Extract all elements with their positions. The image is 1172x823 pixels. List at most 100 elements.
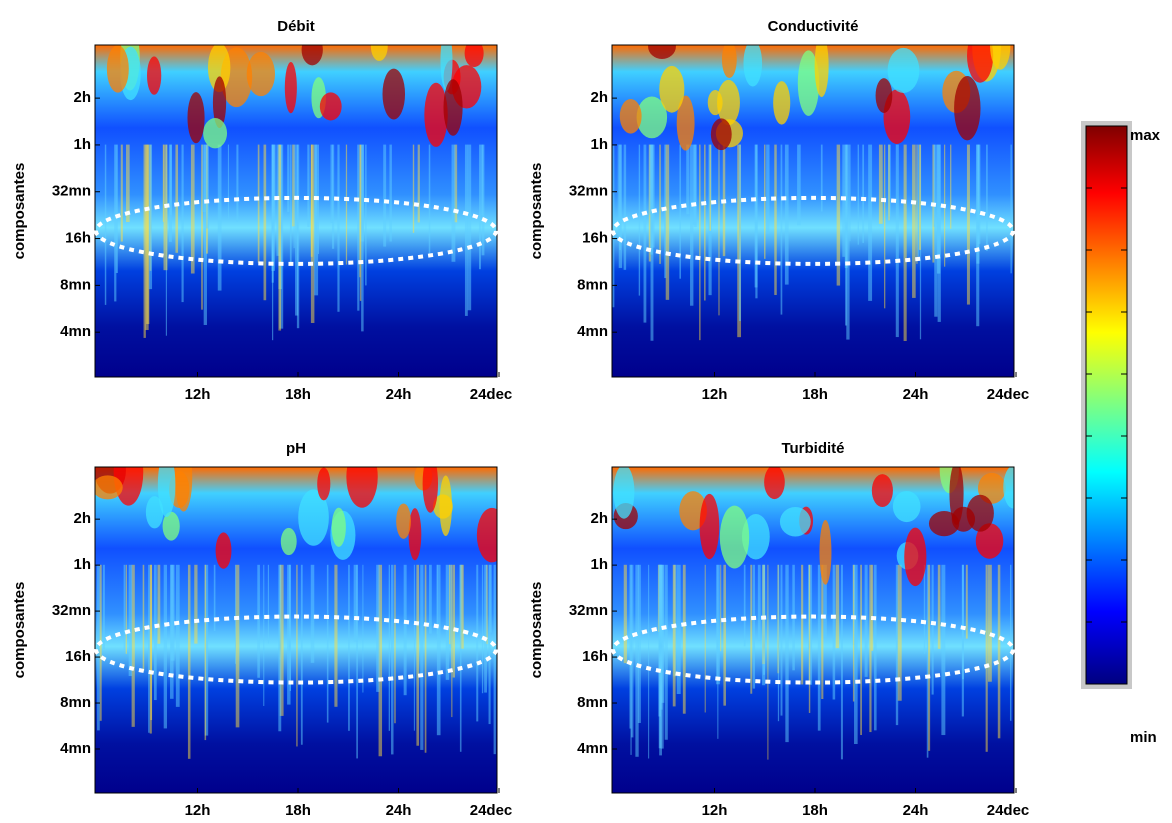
stripe: [774, 144, 777, 296]
stripe: [976, 144, 980, 264]
stripe: [206, 144, 209, 229]
blob: [331, 507, 346, 547]
stripe: [903, 144, 907, 342]
stripe: [428, 564, 432, 634]
stripe: [157, 564, 161, 644]
stripe: [104, 144, 107, 305]
blob: [203, 118, 228, 149]
stripe: [459, 564, 462, 752]
stripe: [817, 564, 821, 731]
stripe: [204, 564, 209, 736]
stripe: [986, 144, 988, 252]
panel-title: Conductivité: [768, 18, 859, 35]
stripe: [476, 564, 479, 722]
stripe: [987, 564, 992, 682]
blob: [396, 503, 411, 539]
stripe: [926, 564, 929, 758]
stripe: [845, 144, 848, 326]
stripe: [403, 564, 407, 696]
y-tick-label: 2h: [73, 510, 91, 527]
x-tick-label: 24h: [903, 802, 929, 818]
stripe: [296, 564, 298, 747]
stripe: [612, 144, 615, 308]
scalogram-texture: [612, 45, 1012, 342]
stripe: [467, 144, 472, 311]
stripe: [276, 144, 280, 256]
x-tick-label: 18h: [285, 802, 311, 818]
panel: Conductivité composantes 2h 1h 32mn 16h 8mn 4mn…: [528, 18, 1029, 403]
stripe: [871, 564, 874, 651]
stripe: [278, 564, 282, 732]
blob: [954, 76, 981, 141]
stripe: [287, 564, 291, 705]
stripe: [849, 144, 851, 242]
x-tick-label: 12h: [702, 802, 728, 818]
stripe: [451, 144, 456, 262]
stripe: [937, 564, 941, 649]
stripe: [763, 564, 765, 675]
stripe: [664, 564, 668, 740]
stripe: [454, 144, 458, 223]
y-tick-label: 8mn: [577, 694, 608, 711]
stripe: [808, 564, 811, 713]
stripe: [257, 144, 260, 263]
stripe: [704, 144, 706, 301]
stripe: [869, 564, 872, 733]
blob: [699, 493, 720, 560]
stripe: [752, 564, 756, 689]
stripe: [835, 564, 840, 649]
stripe: [149, 564, 152, 734]
stripe: [337, 144, 340, 312]
stripe: [777, 564, 780, 722]
blob: [636, 96, 668, 139]
stripe: [357, 144, 360, 311]
stripe: [766, 144, 770, 234]
stripe: [820, 144, 823, 212]
stripe: [445, 564, 450, 680]
stripe: [115, 144, 118, 274]
y-tick-label: 1h: [590, 136, 608, 153]
stripe: [676, 564, 681, 695]
stripe: [162, 144, 164, 222]
stripe: [263, 144, 267, 301]
stripe: [895, 144, 899, 338]
y-tick-label: 8mn: [60, 276, 91, 293]
blob: [967, 45, 994, 83]
stripe: [743, 564, 746, 647]
blob: [773, 81, 791, 125]
y-tick-label: 4mn: [577, 740, 608, 757]
stripe: [148, 564, 150, 733]
scalogram-texture: [95, 467, 497, 759]
stripe: [780, 144, 783, 315]
blob: [717, 79, 740, 126]
stripe: [365, 144, 367, 286]
blob: [207, 45, 231, 93]
stripe: [310, 144, 315, 323]
blob: [743, 45, 763, 87]
stripe: [478, 144, 481, 270]
stripe: [362, 564, 364, 693]
blob: [145, 496, 164, 529]
blob: [990, 45, 1011, 70]
stripe: [263, 564, 265, 706]
stripe: [295, 144, 299, 316]
stripe: [234, 564, 236, 664]
y-tick-label: 2h: [590, 89, 608, 106]
stripe: [190, 144, 195, 274]
blob: [157, 467, 176, 518]
blob: [440, 45, 453, 92]
blob: [741, 513, 770, 560]
stripe: [452, 564, 456, 678]
stripe: [686, 144, 690, 215]
stripe: [449, 564, 452, 649]
x-tick-label: 18h: [802, 802, 828, 818]
blob: [975, 523, 1004, 559]
blob: [408, 508, 422, 561]
x-tick-label: 24dec: [470, 802, 513, 818]
stripe: [416, 564, 420, 746]
blob: [966, 494, 994, 532]
stripe: [271, 144, 274, 341]
stripe: [449, 564, 451, 645]
y-tick-label: 32mn: [52, 183, 91, 200]
